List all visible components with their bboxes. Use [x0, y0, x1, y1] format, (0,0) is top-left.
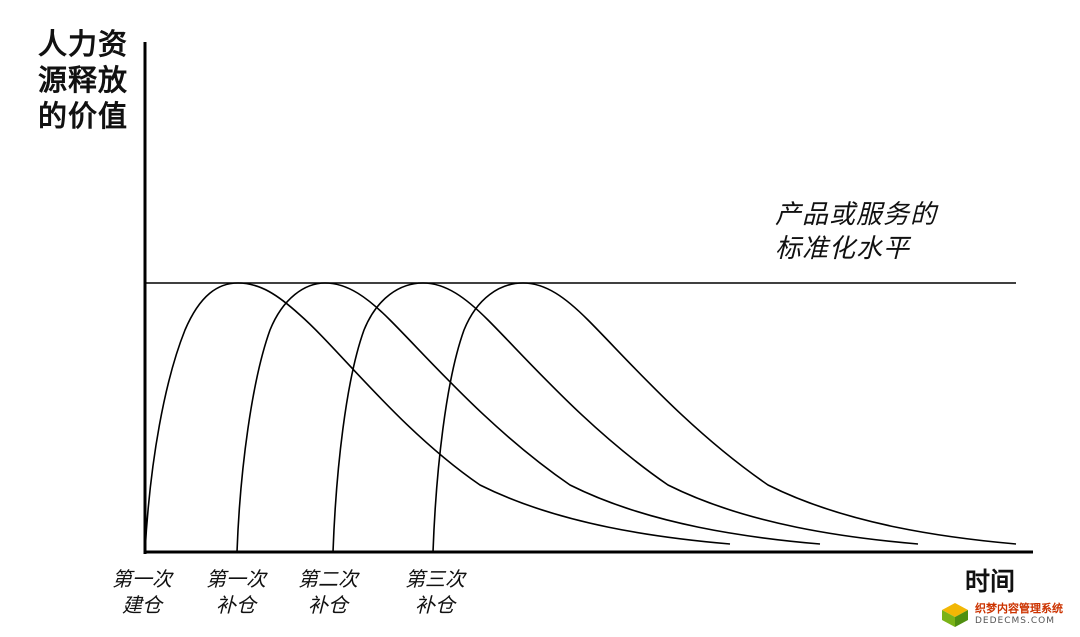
y-axis-label: 人力资 源释放 的价值	[38, 26, 133, 134]
tick-first-top-up-line-2: 补仓	[216, 593, 256, 617]
tick-third-top-up-line-1: 第三次	[405, 567, 465, 591]
tick-third-top-up: 第三次 补仓	[395, 566, 475, 618]
tick-first-top-up: 第一次 补仓	[196, 566, 276, 618]
cube-logo-icon	[942, 603, 968, 627]
tick-third-top-up-line-2: 补仓	[415, 593, 455, 617]
y-axis-label-line-2: 源释放	[38, 63, 129, 97]
curve-third-top-up	[432, 282, 1017, 553]
tick-first-top-up-line-1: 第一次	[206, 567, 266, 591]
tick-initial-build-line-2: 建仓	[122, 593, 162, 617]
y-axis-label-line-1: 人力资	[38, 27, 129, 61]
curve-initial-build	[144, 282, 731, 553]
y-axis-label-line-3: 的价值	[38, 99, 129, 133]
standard-line-label-line-2: 标准化水平	[775, 234, 911, 264]
tick-second-top-up-line-1: 第二次	[298, 567, 358, 591]
curve-first-top-up	[236, 282, 821, 553]
standard-line-label-line-1: 产品或服务的	[775, 200, 938, 230]
x-axis-label: 时间	[965, 567, 1016, 596]
tick-initial-build: 第一次 建仓	[102, 566, 182, 618]
tick-initial-build-line-1: 第一次	[112, 567, 172, 591]
watermark: 织梦内容管理系统 DEDECMS.COM	[940, 602, 1063, 628]
tick-second-top-up-line-2: 补仓	[308, 593, 348, 617]
tick-second-top-up: 第二次 补仓	[288, 566, 368, 618]
curve-second-top-up	[332, 282, 919, 553]
watermark-cn: 织梦内容管理系统	[975, 602, 1063, 615]
standard-line-label: 产品或服务的 标准化水平	[775, 198, 937, 266]
watermark-en: DEDECMS.COM	[975, 616, 1055, 626]
